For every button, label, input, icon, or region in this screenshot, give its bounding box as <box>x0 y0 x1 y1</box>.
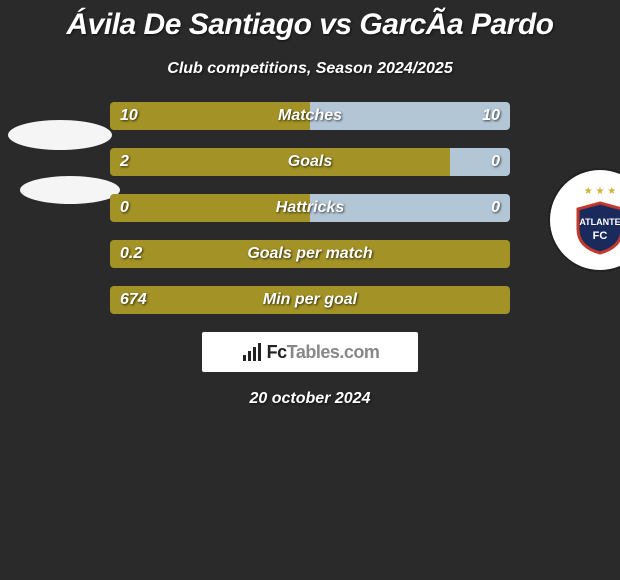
bar-chart-icon <box>241 341 263 363</box>
player-placeholder-icon <box>20 176 120 204</box>
brand-prefix: Fc <box>267 342 287 362</box>
stat-value-right: 10 <box>482 107 500 125</box>
player-placeholder-icon <box>8 120 112 150</box>
badge-sub-text: FC <box>593 230 608 242</box>
stat-row: 2 0 Goals <box>110 148 510 176</box>
stat-value-left: 0 <box>120 199 129 217</box>
stat-value-left: 10 <box>120 107 138 125</box>
date-caption: 20 october 2024 <box>0 390 620 408</box>
stat-row: 0 0 Hattricks <box>110 194 510 222</box>
badge-stars-icon: ★ ★ ★ <box>584 186 616 197</box>
stat-value-left: 674 <box>120 291 147 309</box>
bar-segment-left <box>110 148 450 176</box>
stat-label: Hattricks <box>276 199 344 217</box>
stat-row: 10 10 Matches <box>110 102 510 130</box>
stat-value-right: 0 <box>491 153 500 171</box>
badge-shield-icon: ATLANTE FC <box>572 199 620 255</box>
stat-label: Goals per match <box>247 245 372 263</box>
badge-main-text: ATLANTE <box>579 217 620 227</box>
page-title: Ávila De Santiago vs GarcÃa Pardo <box>0 0 620 42</box>
brand-logo: FcTables.com <box>202 332 418 372</box>
subtitle: Club competitions, Season 2024/2025 <box>0 60 620 78</box>
stat-row: 674 Min per goal <box>110 286 510 314</box>
brand-suffix: Tables.com <box>287 342 380 362</box>
bar-segment-right <box>450 148 510 176</box>
stat-label: Goals <box>288 153 332 171</box>
stat-label: Matches <box>278 107 342 125</box>
stat-value-right: 0 <box>491 199 500 217</box>
stat-value-left: 2 <box>120 153 129 171</box>
brand-text: FcTables.com <box>267 342 380 363</box>
stat-value-left: 0.2 <box>120 245 142 263</box>
stat-label: Min per goal <box>263 291 357 309</box>
comparison-bars: 10 10 Matches 2 0 Goals 0 0 Hattricks 0.2 Goals pe… <box>110 102 510 314</box>
club-badge: ★ ★ ★ ATLANTE FC <box>550 170 620 270</box>
stat-row: 0.2 Goals per match <box>110 240 510 268</box>
